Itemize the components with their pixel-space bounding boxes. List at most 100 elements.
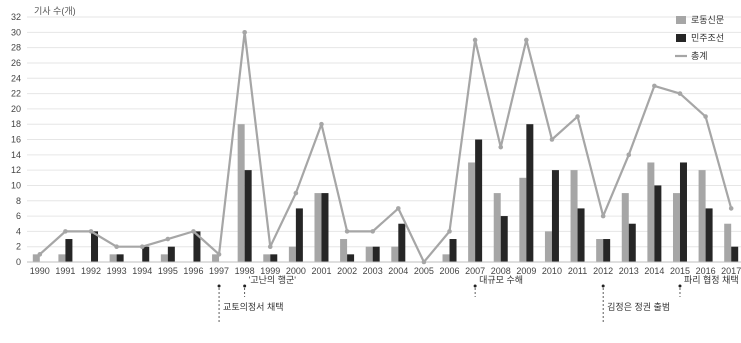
x-tick-label: 2002 [337,266,357,276]
annotation-dot [678,284,682,288]
bar-minju-1999 [270,254,278,262]
y-tick-label: 26 [11,58,21,68]
y-tick-label: 2 [16,242,21,252]
y-tick-label: 0 [16,257,21,267]
y-tick-label: 28 [11,43,21,53]
x-tick-label: 2001 [311,266,331,276]
total-point-1999 [267,244,273,249]
total-point-2017 [728,206,734,211]
total-point-2010 [549,137,555,142]
bar-minju-2014 [654,185,662,262]
legend-label: 민주조선 [691,33,724,43]
annotation-label: 대규모 수해 [479,275,523,285]
bar-minju-1994 [142,246,150,262]
total-point-2006 [447,229,452,234]
total-point-2007 [472,37,478,43]
y-tick-label: 4 [16,226,21,236]
bar-minju-2001 [321,193,329,262]
bar-minju-2013 [628,223,636,262]
x-tick-label: 1997 [209,266,229,276]
x-tick-label: 1994 [132,266,152,276]
bar-minju-2010 [551,170,559,262]
x-tick-label: 1999 [260,266,280,276]
bar-minju-2004 [398,223,406,262]
legend-swatch [676,34,686,42]
bar-minju-1993 [116,254,124,262]
x-tick-label: 1992 [81,266,101,276]
x-tick-label: 2010 [542,266,562,276]
x-tick-label: 2011 [568,266,587,276]
x-tick-label: 2016 [696,266,716,276]
x-tick-label: 2017 [721,266,741,276]
bar-rodong-2014 [647,162,655,262]
bar-rodong-1990 [32,254,40,262]
y-axis-label: 기사 수(개) [34,6,76,16]
x-tick-label: 2003 [363,266,383,276]
bar-minju-2006 [449,239,457,262]
x-tick-label: 2005 [414,266,434,276]
bar-minju-1991 [65,239,73,262]
total-point-2015 [677,91,683,96]
total-point-1995 [165,236,171,242]
x-tick-label: 2007 [465,266,485,276]
y-tick-label: 22 [11,89,21,99]
bar-rodong-2006 [442,254,450,262]
x-tick-label: 2008 [491,266,511,276]
x-tick-label: 1990 [30,266,50,276]
bar-minju-1998 [244,170,252,262]
bar-minju-2007 [475,139,483,262]
total-point-1996 [191,229,196,234]
bar-minju-2011 [577,208,585,262]
total-point-1991 [63,229,68,234]
annotation-label: 파리 협정 채택 [684,274,739,285]
total-point-2016 [703,114,708,119]
total-point-2001 [319,121,324,127]
legend-label: 총계 [691,50,708,61]
x-tick-label: 2013 [619,266,639,276]
bar-minju-2003 [372,246,380,262]
x-axis-ticks: 1990 1991 1992 1993 1994 1995 1996 1997 1998 1999… [30,266,741,276]
legend-label: 로동신문 [691,15,724,25]
bar-minju-2012 [603,239,611,262]
x-tick-label: 2006 [440,266,460,276]
bar-rodong-2016 [698,170,706,262]
x-tick-label: 2004 [388,266,408,276]
y-tick-label: 18 [11,119,21,129]
annotation-label: 김정은 정권 출범 [607,301,670,312]
y-tick-label: 8 [16,196,21,206]
total-point-2003 [370,229,375,234]
total-point-1992 [88,229,94,234]
total-point-2000 [293,190,299,196]
annotation-dot [217,284,221,288]
legend-swatch [676,16,686,24]
bars [32,124,739,262]
y-tick-label: 30 [11,27,21,37]
y-tick-label: 12 [11,165,21,175]
y-tick-label: 32 [11,12,21,22]
x-tick-label: 1998 [235,266,255,276]
bar-rodong-1998 [237,124,245,262]
total-point-1997 [216,252,222,257]
bar-rodong-1995 [160,254,168,262]
total-point-2004 [396,206,401,211]
annotation-dot [243,284,247,288]
total-point-1990 [37,252,43,257]
bar-minju-1995 [167,246,175,262]
y-tick-label: 10 [11,180,21,190]
bar-minju-2000 [295,208,303,262]
bar-rodong-2002 [340,239,348,262]
bar-rodong-2012 [596,239,604,262]
bar-minju-1992 [91,231,99,262]
bar-minju-2002 [347,254,355,262]
y-tick-label: 24 [11,73,21,83]
bar-rodong-2007 [468,162,476,262]
x-tick-label: 1995 [158,266,178,276]
y-tick-label: 16 [11,135,21,145]
x-tick-label: 2015 [670,266,690,276]
y-tick-label: 6 [16,211,21,221]
total-point-1994 [139,244,145,249]
bar-rodong-2003 [365,246,373,262]
x-tick-label: 2009 [516,266,536,276]
